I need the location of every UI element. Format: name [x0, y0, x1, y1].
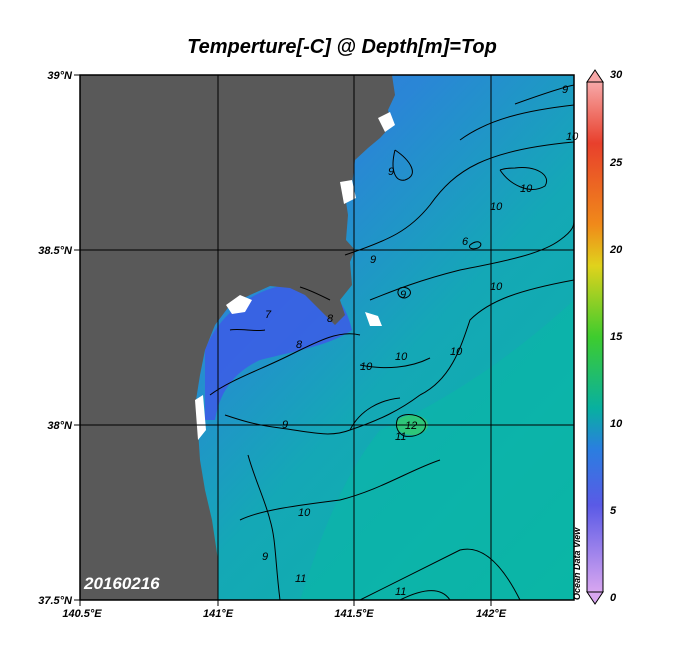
colorbar-body	[586, 81, 604, 593]
lon-label-141-5: 141.5°E	[334, 608, 374, 620]
contour-label: 10	[360, 361, 373, 373]
colorbar-tick-30: 30	[610, 69, 623, 81]
contour-label: 10	[490, 201, 503, 213]
contour-label: 9	[282, 419, 288, 431]
lon-label-141: 141°E	[203, 608, 234, 620]
contour-label: 6	[462, 236, 469, 248]
map-frame	[79, 74, 575, 601]
date-stamp: 20160216	[84, 574, 160, 593]
lat-label-39: 39°N	[47, 70, 73, 82]
cold-water-region	[205, 283, 352, 420]
contour-label: 9	[562, 84, 568, 96]
tick-marks	[74, 74, 492, 606]
graticule	[80, 75, 574, 600]
contour-label: 10	[490, 281, 503, 293]
lon-label-140-5: 140.5°E	[62, 608, 102, 620]
land-mass	[80, 75, 395, 600]
warm-water-region	[300, 300, 574, 600]
lat-label-37-5: 37.5°N	[38, 595, 73, 607]
contour-label: 8	[327, 313, 334, 325]
lat-label-38-5: 38.5°N	[38, 245, 73, 257]
contour-label: 10	[520, 183, 533, 195]
contour-label: 9	[400, 289, 406, 301]
contour-label: 11	[395, 586, 406, 598]
lat-label-38: 38°N	[47, 420, 73, 432]
contour-label: 9	[388, 166, 394, 178]
contour-lines	[209, 84, 574, 600]
contour-labels: 9 10 9 10 6 9 10 10 7 8 9 8 10 10 10 12 …	[262, 84, 579, 598]
colorbar-bottom-arrow	[586, 591, 604, 605]
contour-label: 9	[262, 551, 268, 563]
contour-label: 10	[566, 131, 579, 143]
map-title: Temperture[-C] @ Depth[m]=Top	[187, 36, 497, 58]
contour-label: 10	[395, 351, 408, 363]
colorbar-tick-25: 25	[610, 157, 623, 169]
contour-label: 8	[296, 339, 303, 351]
colorbar-tick-10: 10	[610, 418, 623, 430]
contour-label: 11	[295, 573, 306, 585]
contour-label: 9	[370, 254, 376, 266]
lon-label-142: 142°E	[476, 608, 507, 620]
contour-label: 12	[405, 420, 417, 432]
colorbar-tick-20: 20	[610, 244, 623, 256]
colorbar-tick-5: 5	[610, 505, 617, 517]
contour-label: 10	[298, 507, 311, 519]
contour-label: 7	[265, 309, 272, 321]
coastal-nodata	[195, 112, 395, 440]
colorbar-tick-15: 15	[610, 331, 623, 343]
contour-label: 11	[395, 431, 406, 443]
colorbar-tick-0: 0	[610, 592, 617, 604]
colorbar	[586, 69, 604, 605]
colorbar-top-arrow	[586, 69, 604, 83]
contour-label: 10	[450, 346, 463, 358]
